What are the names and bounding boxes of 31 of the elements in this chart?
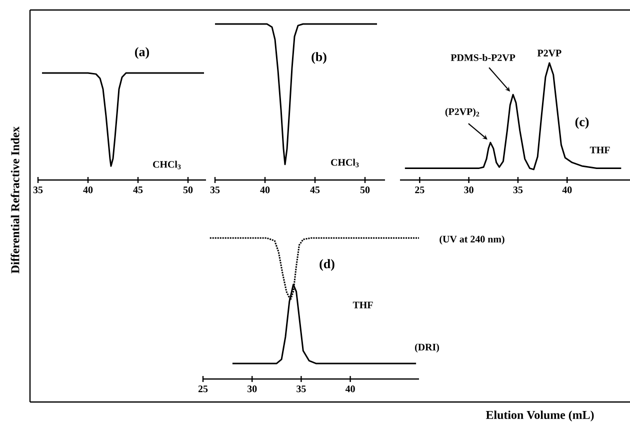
- annotation: PDMS-b-P2VP: [450, 54, 516, 62]
- x-tick-label: 25: [415, 186, 424, 194]
- x-tick-label: 50: [183, 186, 193, 194]
- x-tick-label: 45: [310, 186, 320, 194]
- annotation: THF: [590, 146, 610, 154]
- x-axis-title: Elution Volume (mL): [486, 410, 594, 422]
- text: (c): [575, 117, 589, 129]
- text: (d): [320, 259, 334, 271]
- annotation: CHCl$_{3}$: [153, 160, 181, 170]
- x-tick-label: 30: [464, 186, 474, 194]
- chart-title: (a): [135, 47, 149, 59]
- x-tick-label: 50: [360, 186, 370, 194]
- x-tick-label: 35: [513, 186, 523, 194]
- annotation: (P2VP)$_{2}$: [445, 108, 480, 118]
- y-axis-title: Differential Refractive Index: [10, 126, 20, 274]
- x-tick-label: 40: [260, 186, 270, 194]
- x-tick-label: 35: [296, 386, 306, 392]
- x-tick-label: 35: [210, 186, 220, 194]
- series-label: (DRI): [414, 343, 440, 353]
- x-tick-label: 45: [133, 186, 143, 194]
- text: (b): [312, 52, 326, 64]
- annotation: THF: [352, 302, 373, 308]
- annotation: CHCl$_{3}$: [331, 158, 359, 168]
- x-tick-label: 40: [562, 186, 572, 194]
- annotation: P2VP: [537, 50, 562, 56]
- x-tick-label: 25: [198, 386, 208, 392]
- x-tick-label: 35: [33, 186, 43, 194]
- x-tick-label: 40: [83, 186, 93, 194]
- text: (UV at 240 nm): [440, 235, 504, 245]
- x-tick-label: 40: [345, 386, 355, 392]
- x-tick-label: 30: [247, 386, 257, 392]
